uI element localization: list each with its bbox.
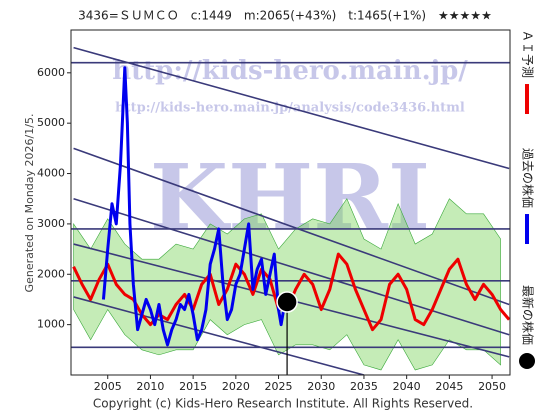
copyright: Copyright (c) Kids-Hero Research Institu…	[93, 397, 473, 411]
x-tick-label: 2040	[393, 380, 421, 393]
x-tick-label: 2010	[136, 380, 164, 393]
x-tick-label: 2030	[307, 380, 335, 393]
chart-title: 3436=ＳＵＭＣＯ c:1449 m:2065(+43%) t:1465(+1…	[78, 9, 492, 23]
x-tick-label: 2050	[478, 380, 506, 393]
channel-line	[73, 296, 365, 375]
y-tick-label: 3000	[37, 217, 65, 230]
y-tick-label: 4000	[37, 167, 65, 180]
channel-line	[73, 197, 510, 336]
x-tick-label: 2045	[435, 380, 463, 393]
x-tick-label: 2035	[350, 380, 378, 393]
x-tick-label: 2015	[179, 380, 207, 393]
plot-frame	[70, 29, 511, 376]
legend-label: ＡＩ予測	[521, 30, 535, 78]
generated-note: Generated on Monday 2026/1/5.	[23, 114, 36, 293]
legend-swatch	[519, 353, 535, 370]
x-tick-label: 2025	[265, 380, 293, 393]
x-tick-label: 2020	[222, 380, 250, 393]
legend-label: 過去の株価	[521, 148, 536, 208]
y-tick-label: 2000	[37, 267, 65, 280]
series-line	[101, 66, 286, 347]
channel-line	[73, 46, 510, 170]
channel-line	[73, 147, 510, 306]
x-tick-label: 2005	[94, 380, 122, 393]
y-tick-label: 1000	[37, 318, 65, 331]
y-tick-label: 5000	[37, 116, 65, 129]
y-tick-label: 6000	[37, 66, 65, 79]
latest-point	[276, 291, 298, 313]
watermark: http://kids-hero.main.jp/	[112, 56, 468, 86]
plot-area: http://kids-hero.main.jp/http://kids-her…	[71, 46, 510, 375]
watermark: KHRI	[150, 145, 430, 251]
legend-label: 最新の株価	[521, 285, 536, 345]
